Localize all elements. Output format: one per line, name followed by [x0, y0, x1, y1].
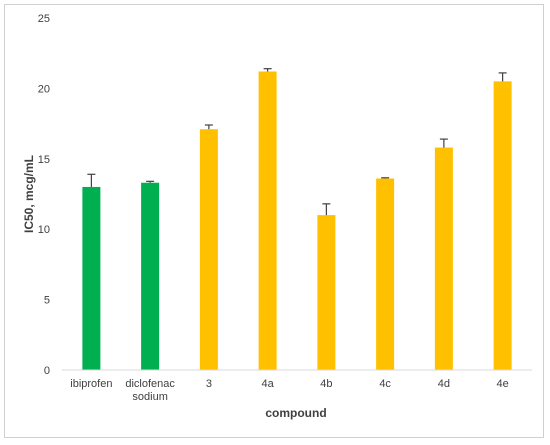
- bars: [82, 71, 512, 371]
- bar: [376, 178, 395, 370]
- error-bar: [146, 180, 155, 183]
- x-tick-label: diclofenac: [125, 378, 175, 390]
- x-axis-label: compound: [265, 406, 326, 420]
- bar: [493, 81, 512, 371]
- bar: [82, 186, 101, 370]
- error-bar: [87, 173, 96, 187]
- error-bar: [498, 72, 507, 82]
- bar: [199, 129, 218, 370]
- bar: [317, 215, 336, 370]
- y-tick-label: 15: [38, 154, 50, 166]
- error-bars: [87, 68, 507, 216]
- x-tick-label: ibiprofen: [70, 378, 112, 390]
- x-tick-label: 3: [206, 378, 212, 390]
- error-bar: [322, 203, 331, 216]
- error-bar: [439, 138, 448, 148]
- error-bar: [204, 124, 213, 130]
- x-tick-label: 4c: [379, 378, 391, 390]
- y-tick-label: 25: [38, 13, 50, 25]
- y-tick-label: 5: [44, 295, 50, 307]
- y-axis-label: IC50, mcg/mL: [22, 155, 36, 233]
- x-tick-label: 4a: [262, 378, 275, 390]
- x-tick-label: 4e: [497, 378, 509, 390]
- y-tick-label: 0: [44, 365, 50, 377]
- x-tick-label: 4b: [320, 378, 332, 390]
- x-tick-label: 4d: [438, 378, 450, 390]
- error-bar: [263, 68, 272, 72]
- bar: [141, 182, 160, 370]
- x-tick-label: sodium: [132, 391, 167, 403]
- y-axis-ticks: 0 5 10 15 20 25: [38, 13, 50, 377]
- y-tick-label: 10: [38, 224, 50, 236]
- bar: [434, 147, 453, 370]
- bar: [258, 71, 277, 370]
- y-tick-label: 20: [38, 83, 50, 95]
- error-bar: [381, 177, 390, 179]
